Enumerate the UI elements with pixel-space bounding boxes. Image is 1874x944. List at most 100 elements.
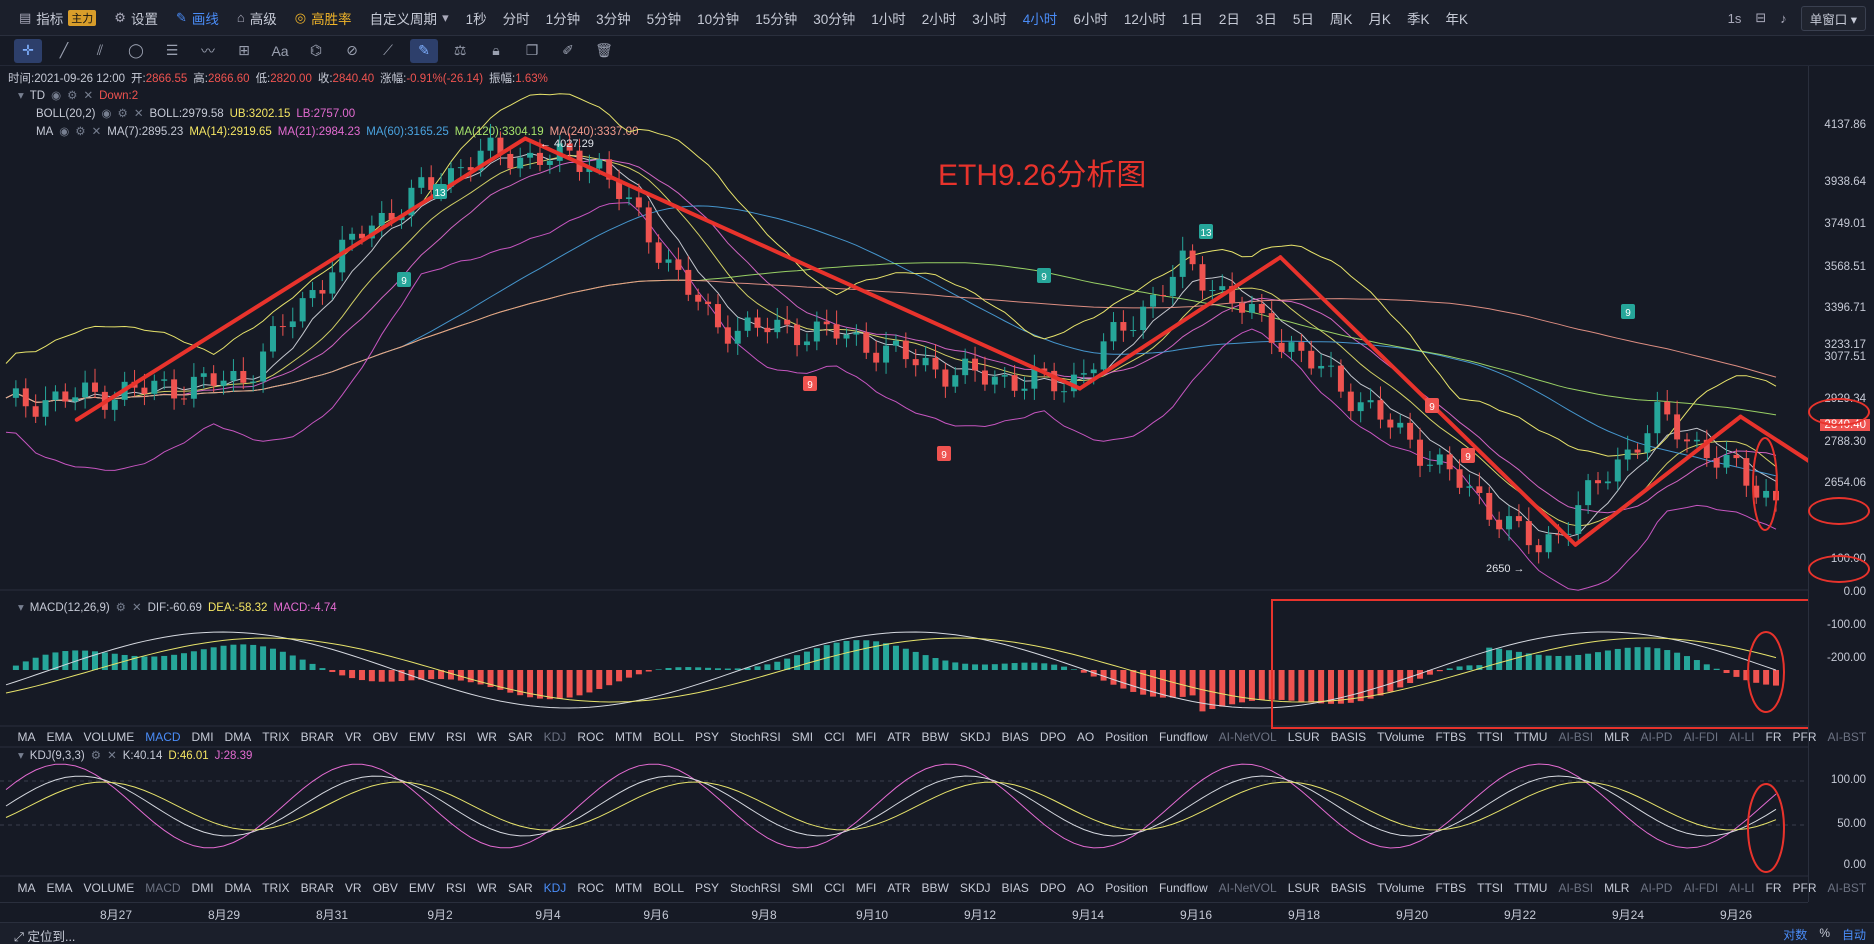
text-icon[interactable]: Aa [271,42,289,59]
indicator-tab-obv[interactable]: OBV [372,881,398,895]
indicator-tab-skdj[interactable]: SKDJ [959,881,991,895]
indicator-tab-ttmu[interactable]: TTMU [1514,881,1548,895]
period-13[interactable]: 12小时 [1123,11,1166,27]
period-11[interactable]: 4小时 [1022,11,1058,27]
indicator-tab-ttmu[interactable]: TTMU [1514,730,1548,744]
compare-icon[interactable]: ⚖ [453,42,467,58]
indicator-tab-ai-li[interactable]: AI-LI [1729,730,1755,744]
hide-drawings-icon[interactable]: ⊘ [346,42,358,58]
ruler-icon[interactable]: ⟋ [383,42,393,58]
indicator-tab-macd[interactable]: MACD [145,881,181,895]
indicator-tab-volume[interactable]: VOLUME [83,730,135,744]
indicator-tab-bbw[interactable]: BBW [921,881,949,895]
indicator-tab-mtm[interactable]: MTM [614,730,643,744]
copy-icon[interactable]: ❐ [525,42,539,58]
indicator-tab-ftbs[interactable]: FTBS [1435,730,1467,744]
indicator-tab-fr[interactable]: FR [1765,881,1782,895]
draw-mode-icon[interactable]: ✎ [410,38,438,63]
indicator-tab-dmi[interactable]: DMI [191,730,214,744]
period-17[interactable]: 5日 [1292,11,1314,27]
indicator-tab-stochrsi[interactable]: StochRSI [730,730,781,744]
indicator-tab-lsur[interactable]: LSUR [1287,730,1320,744]
period-9[interactable]: 2小时 [921,11,957,27]
indicator-tab-skdj[interactable]: SKDJ [959,730,991,744]
edit-icon[interactable]: ✐ [562,42,574,58]
window-mode-select[interactable]: 单窗口 ▾ [1800,5,1866,31]
period-2[interactable]: 1分钟 [545,11,581,27]
indicator-tab-mfi[interactable]: MFI [855,881,877,895]
indicator-tab-fr[interactable]: FR [1765,730,1782,744]
indicator-tab-volume[interactable]: VOLUME [83,881,135,895]
lock-icon[interactable]: 🔒︎ [492,42,500,58]
indicator-tab-ao[interactable]: AO [1076,881,1095,895]
indicator-tab-dpo[interactable]: DPO [1039,881,1066,895]
indicator-tab-rsi[interactable]: RSI [445,881,466,895]
indicator-tab-dma[interactable]: DMA [224,881,252,895]
winrate-button[interactable]: ◎ 高胜率 [286,0,361,36]
indicator-tab-ai-fdi[interactable]: AI-FDI [1683,730,1719,744]
indicator-tab-macd[interactable]: MACD [145,730,181,744]
indicator-tab-brar[interactable]: BRAR [300,730,334,744]
period-20[interactable]: 季K [1406,11,1430,27]
indicator-tab-ma[interactable]: MA [17,730,36,744]
indicator-tab-psy[interactable]: PSY [695,881,720,895]
measure-icon[interactable]: ⊞ [238,42,250,58]
period-8[interactable]: 1小时 [871,11,906,27]
indicator-tab-bias[interactable]: BIAS [1001,730,1029,744]
percent-toggle[interactable]: % [1819,926,1830,940]
collapse-icon[interactable]: ▾ [18,602,24,614]
indicator-tab-ao[interactable]: AO [1076,730,1095,744]
gear-icon[interactable]: ⚙ [67,90,78,102]
period-10[interactable]: 3小时 [972,11,1007,27]
indicator-tab-boll[interactable]: BOLL [653,730,684,744]
indicator-tab-kdj[interactable]: KDJ [543,881,567,895]
close-icon[interactable]: ✕ [91,126,102,138]
indicator-tab-trix[interactable]: TRIX [262,881,290,895]
period-18[interactable]: 周K [1329,11,1353,27]
trend-line-icon[interactable]: ╱ [59,42,69,58]
indicator-tab-position[interactable]: Position [1105,730,1148,744]
indicator-tab-pfr[interactable]: PFR [1792,730,1817,744]
indicator-tab-brar[interactable]: BRAR [300,881,334,895]
indicator-tab-ema[interactable]: EMA [46,730,73,744]
indicator-tab-roc[interactable]: ROC [577,730,604,744]
indicator-tab-tvolume[interactable]: TVolume [1377,730,1425,744]
parallel-channel-icon[interactable]: ⫽ [96,42,104,58]
chart-canvas[interactable]: 13 9 9 9 13 9 9 9 9 [0,66,1808,902]
indicator-tab-bbw[interactable]: BBW [921,730,949,744]
period-12[interactable]: 6小时 [1073,11,1108,27]
indicator-tab-ttsi[interactable]: TTSI [1477,881,1504,895]
indicator-tab-mlr[interactable]: MLR [1604,730,1630,744]
indicator-tab-sar[interactable]: SAR [507,730,533,744]
indicator-tab-smi[interactable]: SMI [791,881,814,895]
indicator-tab-ai-bst[interactable]: AI-BST [1827,881,1867,895]
indicator-tab-vr[interactable]: VR [344,730,362,744]
wave-icon[interactable]: 〰 [201,42,215,59]
indicator-tab-ai-netvol[interactable]: AI-NetVOL [1218,730,1277,744]
sound-icon[interactable]: ♪ [1780,10,1787,26]
indicator-tab-dpo[interactable]: DPO [1039,730,1066,744]
crosshair-icon[interactable]: ✛ [14,38,42,63]
gear-icon[interactable]: ⚙ [75,126,86,138]
interval-right[interactable]: 1s [1727,10,1742,26]
eye-icon[interactable]: ◉ [101,108,112,120]
indicator-tab-ftbs[interactable]: FTBS [1435,881,1467,895]
indicator-tab-ai-bsi[interactable]: AI-BSI [1558,730,1594,744]
indicator-tab-ema[interactable]: EMA [46,881,73,895]
indicator-tab-dmi[interactable]: DMI [191,881,214,895]
period-21[interactable]: 年K [1445,11,1468,27]
indicator-tab-smi[interactable]: SMI [791,730,814,744]
gear-icon[interactable]: ⚙ [117,108,128,120]
period-15[interactable]: 2日 [1218,11,1240,27]
indicator-tab-basis[interactable]: BASIS [1330,881,1367,895]
indicator-tab-obv[interactable]: OBV [372,730,398,744]
indicator-tab-ai-netvol[interactable]: AI-NetVOL [1218,881,1277,895]
indicator-tab-position[interactable]: Position [1105,881,1148,895]
magnet-icon[interactable]: ⌬ [309,42,323,58]
indicator-tab-fundflow[interactable]: Fundflow [1158,730,1208,744]
indicator-tab-wr[interactable]: WR [476,881,497,895]
indicator-tab-trix[interactable]: TRIX [262,730,290,744]
indicator-tab-ai-pd[interactable]: AI-PD [1640,730,1673,744]
eye-icon[interactable]: ◉ [51,90,62,102]
indicator-tab-basis[interactable]: BASIS [1330,730,1367,744]
